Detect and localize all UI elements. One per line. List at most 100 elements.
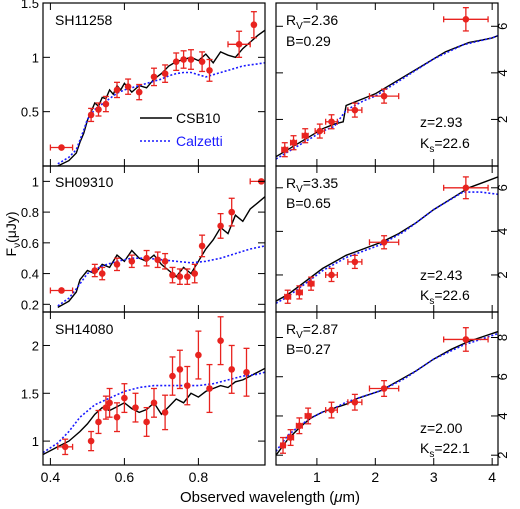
x-tick-label: 3 <box>430 469 438 485</box>
data-marker <box>58 287 65 294</box>
photometry-point <box>325 401 338 419</box>
panel-marks <box>276 176 498 304</box>
y-tick-label: 4 <box>495 69 510 76</box>
photometry-point <box>368 88 400 104</box>
photometry-point <box>195 330 202 380</box>
panel-title: SH14080 <box>55 321 114 337</box>
panel-frame <box>42 311 266 466</box>
data-marker <box>304 412 312 420</box>
x-tick-label: 1 <box>313 469 321 485</box>
data-marker <box>250 21 258 29</box>
calzetti-model-line <box>57 245 265 307</box>
data-marker <box>191 270 198 277</box>
photometry-point <box>307 276 315 291</box>
data-marker <box>217 222 224 230</box>
photometry-point <box>347 254 363 270</box>
panel-ticks: 0.2 0.4 0.6 0.8 1 <box>21 166 265 312</box>
data-marker <box>462 336 470 343</box>
data-marker <box>143 254 150 262</box>
y-tick-label: 0.5 <box>21 105 39 120</box>
data-marker <box>380 238 388 246</box>
y-tick-label: 6 <box>495 373 510 380</box>
photometry-point <box>154 251 161 269</box>
photometry-point <box>184 268 191 285</box>
data-marker <box>184 273 191 280</box>
y-tick-label: 1.5 <box>21 0 39 11</box>
y-tick-label: 2 <box>495 271 510 278</box>
photometry-point <box>206 363 213 414</box>
photometry-point <box>95 409 102 435</box>
data-marker <box>91 267 99 274</box>
y-tick-label: 2 <box>32 338 39 353</box>
y-tick-label: 0.4 <box>21 267 39 282</box>
data-marker <box>102 404 110 411</box>
photometry-point <box>227 30 251 58</box>
photometry-point <box>49 144 74 151</box>
data-marker <box>380 92 388 100</box>
csb10-model-line <box>57 29 265 166</box>
panel-ticks: 2 4 6 <box>276 166 510 312</box>
photometry-point <box>91 263 99 278</box>
photometry-point <box>143 406 150 437</box>
data-marker <box>121 394 128 402</box>
y-tick-label: 0.2 <box>21 297 39 312</box>
photometry-point <box>113 81 121 99</box>
panel-frame <box>275 311 499 466</box>
x-tick-label: 2 <box>371 469 379 485</box>
data-marker <box>161 409 169 416</box>
photometry-point <box>443 176 489 200</box>
panel-title: SH09310 <box>55 174 114 190</box>
y-tick-label: 1 <box>32 50 39 65</box>
b-annotation: B=0.65 <box>286 195 331 211</box>
data-marker <box>301 132 309 140</box>
photometry-point <box>161 394 169 431</box>
data-marker <box>95 106 102 113</box>
panel-sh09310-full: 2 4 6 RV=3.35 B=0.65 z=2.43 Ks=22.6 <box>275 165 510 313</box>
y-axis-label: Fν(μJy) <box>3 212 23 257</box>
panel-marks <box>276 7 498 160</box>
panel-ticks: 1 2 3 4 2 4 6 8 <box>276 312 510 485</box>
data-marker <box>380 385 388 392</box>
data-marker <box>106 399 113 407</box>
data-marker <box>87 437 95 445</box>
photometry-point <box>243 347 250 397</box>
panel-ticks: 2 4 6 <box>276 3 510 166</box>
data-marker <box>228 208 235 216</box>
y-tick-label: 1.5 <box>21 386 39 401</box>
data-marker <box>113 261 121 268</box>
rv-annotation: RV=2.87 <box>286 321 338 341</box>
data-marker <box>351 106 359 114</box>
data-marker <box>132 404 139 411</box>
photometry-point <box>314 123 326 139</box>
data-marker <box>135 88 143 96</box>
photometry-point <box>368 235 400 250</box>
data-marker <box>184 382 191 389</box>
data-marker <box>279 442 287 449</box>
photometry-point <box>180 50 187 69</box>
y-tick-label: 8 <box>495 334 510 341</box>
panel-sh14080-optical: 0.4 0.6 0.8 1 1.5 2 SH14080 <box>21 311 266 485</box>
data-marker <box>296 422 303 430</box>
photometry-point <box>102 395 110 420</box>
rv-annotation: RV=2.36 <box>286 12 338 32</box>
data-marker <box>161 70 169 77</box>
panel-marks <box>43 316 265 456</box>
data-marker <box>228 366 235 373</box>
photometry-point <box>87 430 95 452</box>
photometry-point <box>284 289 292 304</box>
data-marker <box>243 368 250 376</box>
panel-ticks: 0.4 0.6 0.8 1 1.5 2 <box>21 312 265 485</box>
photometry-point <box>443 327 489 352</box>
data-marker <box>328 118 335 126</box>
photometry-point <box>325 114 338 130</box>
photometry-point <box>150 387 158 418</box>
photometry-point <box>301 128 309 144</box>
panel-ticks: 0.5 1 1.5 <box>21 0 265 166</box>
b-annotation: B=0.27 <box>286 341 331 357</box>
data-marker <box>113 86 121 94</box>
data-marker <box>154 256 161 264</box>
data-marker <box>351 398 359 406</box>
photometry-point <box>121 383 128 414</box>
photometry-point <box>102 95 110 113</box>
